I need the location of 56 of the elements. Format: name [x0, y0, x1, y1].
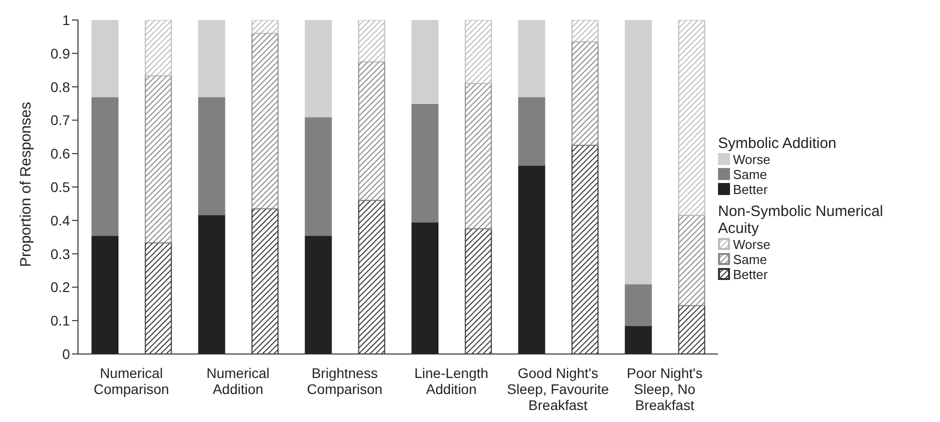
bar	[92, 234, 118, 354]
bar	[198, 20, 226, 98]
x-tick-label: Poor Night's Sleep, No Breakfast	[626, 365, 703, 413]
bar	[144, 75, 172, 244]
bar	[572, 41, 598, 146]
x-tick-label: Good Night's Sleep, Favourite Breakfast	[507, 365, 610, 413]
bar	[412, 222, 438, 354]
y-axis-title: Proportion of Responses	[17, 102, 34, 267]
y-tick-label: 0.2	[50, 279, 70, 296]
bar	[304, 20, 332, 118]
bar	[518, 164, 546, 354]
legend-label: Worse	[733, 152, 770, 166]
legend-label: Same	[733, 166, 767, 182]
bar	[464, 82, 492, 230]
y-tick-label: 0.8	[50, 78, 70, 95]
y-tick-label: 1	[62, 12, 70, 28]
bar	[464, 20, 492, 84]
bar	[624, 283, 652, 326]
y-tick-label: 0.9	[50, 45, 70, 62]
legend-label: Worse	[733, 236, 770, 252]
bar	[252, 32, 278, 210]
x-tick-label: Brightness Comparison	[306, 365, 382, 397]
y-tick-label: 0.4	[50, 212, 70, 228]
bar	[198, 96, 226, 216]
x-tick-label: Numerical Addition	[206, 365, 270, 397]
bar	[358, 20, 386, 62]
bar	[518, 96, 546, 166]
bar	[624, 20, 652, 284]
bar	[412, 103, 438, 223]
bar	[198, 214, 226, 354]
bar	[304, 116, 332, 236]
y-tick-label: 0.3	[50, 246, 70, 262]
bar	[678, 214, 706, 306]
bar	[624, 325, 652, 354]
y-tick-label: 0.7	[50, 112, 70, 128]
bar	[92, 96, 118, 236]
y-tick-label: 0.1	[50, 312, 70, 329]
bar	[412, 20, 438, 104]
x-tick-label: Numerical Comparison	[94, 365, 170, 397]
legend-label: Better	[733, 182, 768, 196]
y-tick-label: 0	[62, 346, 70, 362]
bar	[518, 20, 546, 98]
bar	[678, 20, 706, 216]
text: Non-Symbolic Numerical Acuity	[718, 202, 884, 236]
legend-label: Same	[733, 252, 767, 266]
bar	[92, 20, 118, 98]
bar	[572, 20, 598, 42]
y-tick-label: 0.6	[50, 146, 70, 162]
y-tick-label: 0.5	[50, 178, 70, 195]
bar	[144, 20, 172, 76]
bar	[358, 61, 386, 201]
bar	[304, 234, 332, 354]
x-tick-label: Line-Length Addition	[414, 365, 488, 397]
legend-label: Better	[733, 266, 768, 282]
text: Symbolic Addition	[718, 134, 836, 152]
bar	[252, 20, 278, 34]
